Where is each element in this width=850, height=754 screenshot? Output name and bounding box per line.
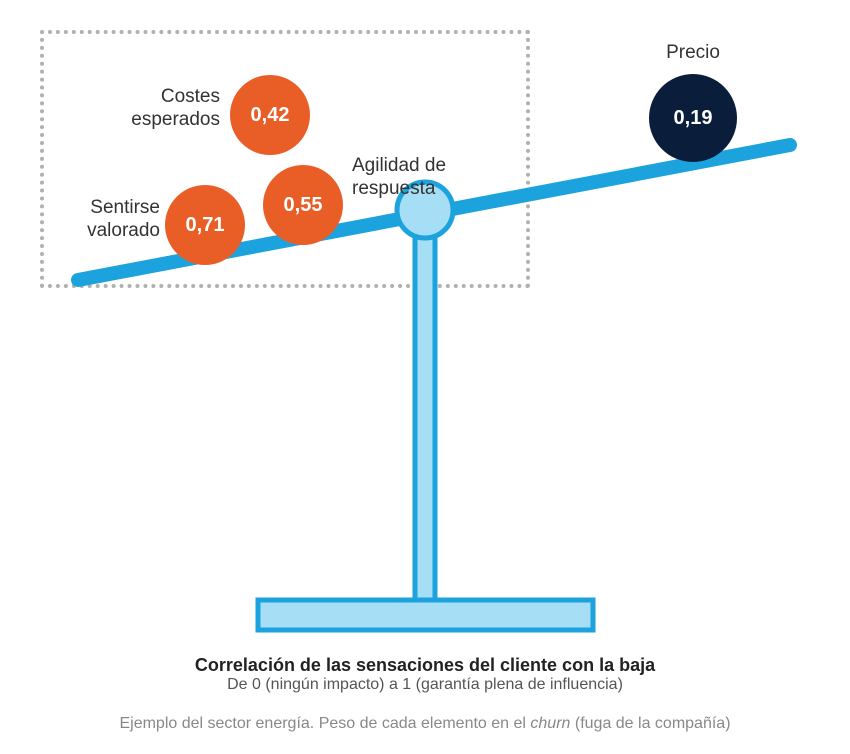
footnote: Ejemplo del sector energía. Peso de cada… (0, 715, 850, 733)
agilidad-label: Agilidad derespuesta (352, 155, 482, 201)
footnote-italic: churn (530, 715, 570, 732)
bubble-costes: 0,42 (230, 75, 310, 155)
sentirse-label: Sentirsevalorado (70, 197, 160, 243)
bubble-sentirse: 0,71 (165, 185, 245, 265)
caption: Correlación de las sensaciones del clien… (0, 655, 850, 694)
bubble-precio: 0,19 (649, 74, 737, 162)
bubble-agilidad: 0,55 (263, 165, 343, 245)
precio-label: Precio (630, 42, 756, 65)
footnote-prefix: Ejemplo del sector energía. Peso de cada… (119, 715, 530, 732)
caption-title: Correlación de las sensaciones del clien… (0, 655, 850, 676)
balance-diagram: 0,42 0,550,71 0,19 Costesesperados Sentirse… (0, 0, 850, 754)
costes-label: Costesesperados (110, 86, 220, 132)
footnote-suffix: (fuga de la compañía) (570, 715, 730, 732)
caption-subtitle: De 0 (ningún impacto) a 1 (garantía plen… (0, 676, 850, 694)
